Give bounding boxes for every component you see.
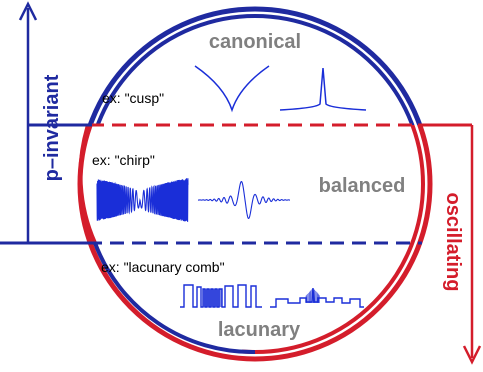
- example-lacunary-comb-label: ex: "lacunary comb": [101, 259, 225, 275]
- lacunary-comb-dense-bars: [202, 289, 223, 307]
- chirp-signal: [96, 178, 189, 222]
- cusp-spike-curve: [279, 67, 367, 111]
- region-balanced: balanced: [319, 175, 406, 197]
- example-cusp-label: ex: "cusp": [102, 90, 164, 106]
- chirp-group-trace: [96, 178, 189, 222]
- comb-spike-fill-trace: [305, 288, 320, 303]
- packet-group-trace: [197, 180, 290, 220]
- comb-fill-trace: [202, 289, 223, 307]
- cusp-curve: [194, 65, 270, 113]
- oscillating-label: oscillating: [442, 193, 464, 292]
- example-chirp-label: ex: "chirp": [92, 152, 155, 168]
- lacunary-comb-spike-cluster: [305, 288, 320, 303]
- p-invariant-label: p–invariant: [41, 74, 63, 181]
- wave-packet-signal: [197, 180, 290, 220]
- circle-ring: [77, 6, 433, 362]
- region-lacunary: lacunary: [218, 319, 301, 341]
- oscillating-axis: oscillating: [418, 123, 482, 365]
- region-canonical: canonical: [209, 31, 301, 53]
- p-invariant-axis: p–invariant: [18, 1, 92, 243]
